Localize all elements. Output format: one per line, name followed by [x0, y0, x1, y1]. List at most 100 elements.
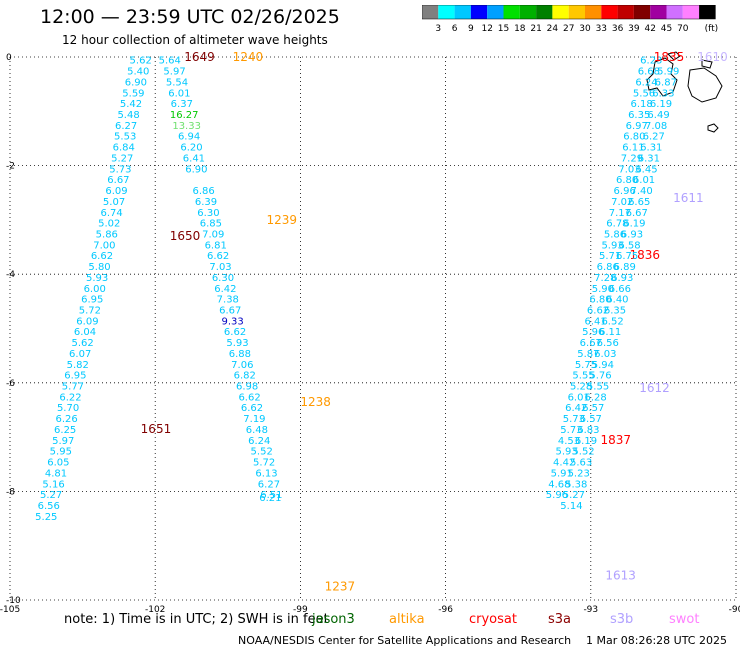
wave-height-value: 6.21	[259, 493, 281, 504]
satellite-legend-item: cryosat	[469, 612, 517, 627]
wave-height-value: 5.96	[582, 327, 604, 338]
footer-note: note: 1) Time is in UTC; 2) SWH is in fe…	[64, 612, 329, 627]
pass-time-label: 1238	[300, 395, 331, 409]
wave-height-value: 6.27	[643, 132, 665, 143]
wave-height-value: 6.97	[626, 121, 648, 132]
x-tick-label: -93	[583, 605, 598, 615]
satellite-legend-item: altika	[389, 612, 425, 627]
wave-height-value: 4.81	[45, 468, 67, 479]
wave-height-value: 6.31	[638, 153, 660, 164]
wave-height-value: 5.63	[570, 458, 592, 469]
pass-time-label: 1837	[600, 433, 631, 447]
wave-height-value: 6.27	[115, 121, 137, 132]
colorbar-label: 21	[530, 24, 541, 34]
satellite-legend-item: jason3	[312, 612, 355, 627]
wave-height-value: 6.23	[640, 56, 662, 67]
wave-height-value: 6.51	[260, 490, 282, 501]
satellite-legend-item: s3b	[610, 612, 634, 627]
wave-height-value: 5.59	[122, 88, 144, 99]
colorbar-swatch	[568, 5, 585, 19]
wave-height-value: 6.28	[585, 392, 607, 403]
colorbar-label: 9	[468, 24, 474, 34]
colorbar-swatch	[536, 5, 553, 19]
wave-height-value: 5.25	[35, 512, 57, 523]
wave-height-value: 7.19	[243, 414, 265, 425]
y-tick-label: -6	[6, 379, 15, 389]
wave-height-value: 6.75	[616, 251, 638, 262]
wave-height-value: 5.07	[103, 197, 125, 208]
wave-height-value: 7.03	[209, 262, 231, 273]
pass-time-label: 1237	[325, 579, 356, 593]
wave-height-value: 6.62	[241, 403, 263, 414]
wave-height-value: 6.65	[628, 197, 650, 208]
wave-height-value: 6.27	[258, 479, 280, 490]
wave-height-value: 6.48	[246, 425, 268, 436]
wave-height-value: 6.30	[212, 273, 234, 284]
wave-height-value: 5.27	[40, 490, 62, 501]
wave-height-value: 6.81	[205, 240, 227, 251]
wave-height-value: 5.86	[604, 229, 626, 240]
colorbar-swatch	[519, 5, 537, 19]
track-c: 6.236.686.245.566.186.356.976.806.117.29…	[546, 50, 684, 501]
wave-height-value: 6.84	[113, 143, 135, 154]
pass-time-label: 1613	[605, 569, 636, 583]
satellite-legend-item: swot	[669, 612, 700, 627]
wave-height-value: 6.58	[618, 240, 640, 251]
y-tick-label: -10	[6, 596, 21, 606]
wave-height-value: 6.80	[623, 132, 645, 143]
wave-height-value: 6.09	[76, 316, 98, 327]
island-outline	[646, 51, 723, 133]
pass-time-label: 1611	[673, 191, 704, 205]
colorbar-label: 33	[596, 24, 607, 34]
colorbar-swatch	[422, 5, 439, 19]
wave-height-value: 5.62	[130, 56, 152, 67]
wave-height-value: 6.66	[609, 284, 631, 295]
wave-height-value: 6.19	[623, 219, 645, 230]
wave-height-value: 5.95	[50, 447, 72, 458]
wave-height-value: 6.42	[214, 284, 236, 295]
wave-height-value: 6.56	[597, 338, 619, 349]
wave-height-value: 6.04	[74, 327, 96, 338]
wave-height-value: 6.80	[589, 295, 611, 306]
wave-height-value: 6.11	[622, 143, 644, 154]
wave-height-value: 6.85	[200, 219, 222, 230]
wave-height-value: 5.53	[114, 132, 136, 143]
wave-height-value: 6.45	[635, 164, 657, 175]
wave-height-value: 5.56	[633, 88, 655, 99]
wave-height-value: 6.40	[606, 295, 628, 306]
wave-height-value: 5.62	[71, 338, 93, 349]
pass-time-label: 1239	[267, 213, 298, 227]
wave-height-value: 6.93	[621, 229, 643, 240]
wave-height-value: 7.02	[611, 197, 633, 208]
wave-height-value: 6.52	[601, 316, 623, 327]
wave-height-value: 6.86	[192, 186, 214, 197]
y-tick-label: 0	[6, 53, 12, 63]
colorbar-label: 39	[628, 24, 640, 34]
page-subtitle: 12 hour collection of altimeter wave hei…	[62, 33, 328, 47]
colorbar-swatch	[585, 5, 602, 19]
wave-height-value: 7.17	[609, 208, 631, 219]
wave-height-value: 5.27	[111, 153, 133, 164]
wave-height-value: 6.90	[185, 164, 207, 175]
wave-height-value: 5.02	[98, 219, 120, 230]
wave-height-value: 6.35	[628, 110, 650, 121]
x-tick-label: -105	[0, 605, 20, 615]
wave-height-value: 7.38	[217, 295, 239, 306]
wave-height-value: 7.08	[645, 121, 667, 132]
wave-height-value: 6.37	[171, 99, 193, 110]
wave-height-value: 7.28	[594, 273, 616, 284]
wave-height-value: 6.31	[640, 143, 662, 154]
wave-height-value: 6.33	[652, 88, 674, 99]
colorbar-swatch	[633, 5, 651, 19]
colorbar-label: 12	[481, 24, 492, 34]
wave-height-value: 5.91	[551, 468, 573, 479]
wave-height-value: 6.03	[594, 349, 616, 360]
wave-height-value: 5.73	[560, 425, 582, 436]
wave-height-value: 5.54	[166, 77, 188, 88]
wave-height-value: 6.05	[47, 458, 69, 469]
pass-time-label: 1240	[233, 50, 264, 64]
wave-height-value: 6.93	[611, 273, 633, 284]
wave-height-value: 4.68	[548, 479, 570, 490]
colorbar-unit: (ft)	[705, 24, 719, 34]
wave-height-value: 6.96	[614, 186, 636, 197]
